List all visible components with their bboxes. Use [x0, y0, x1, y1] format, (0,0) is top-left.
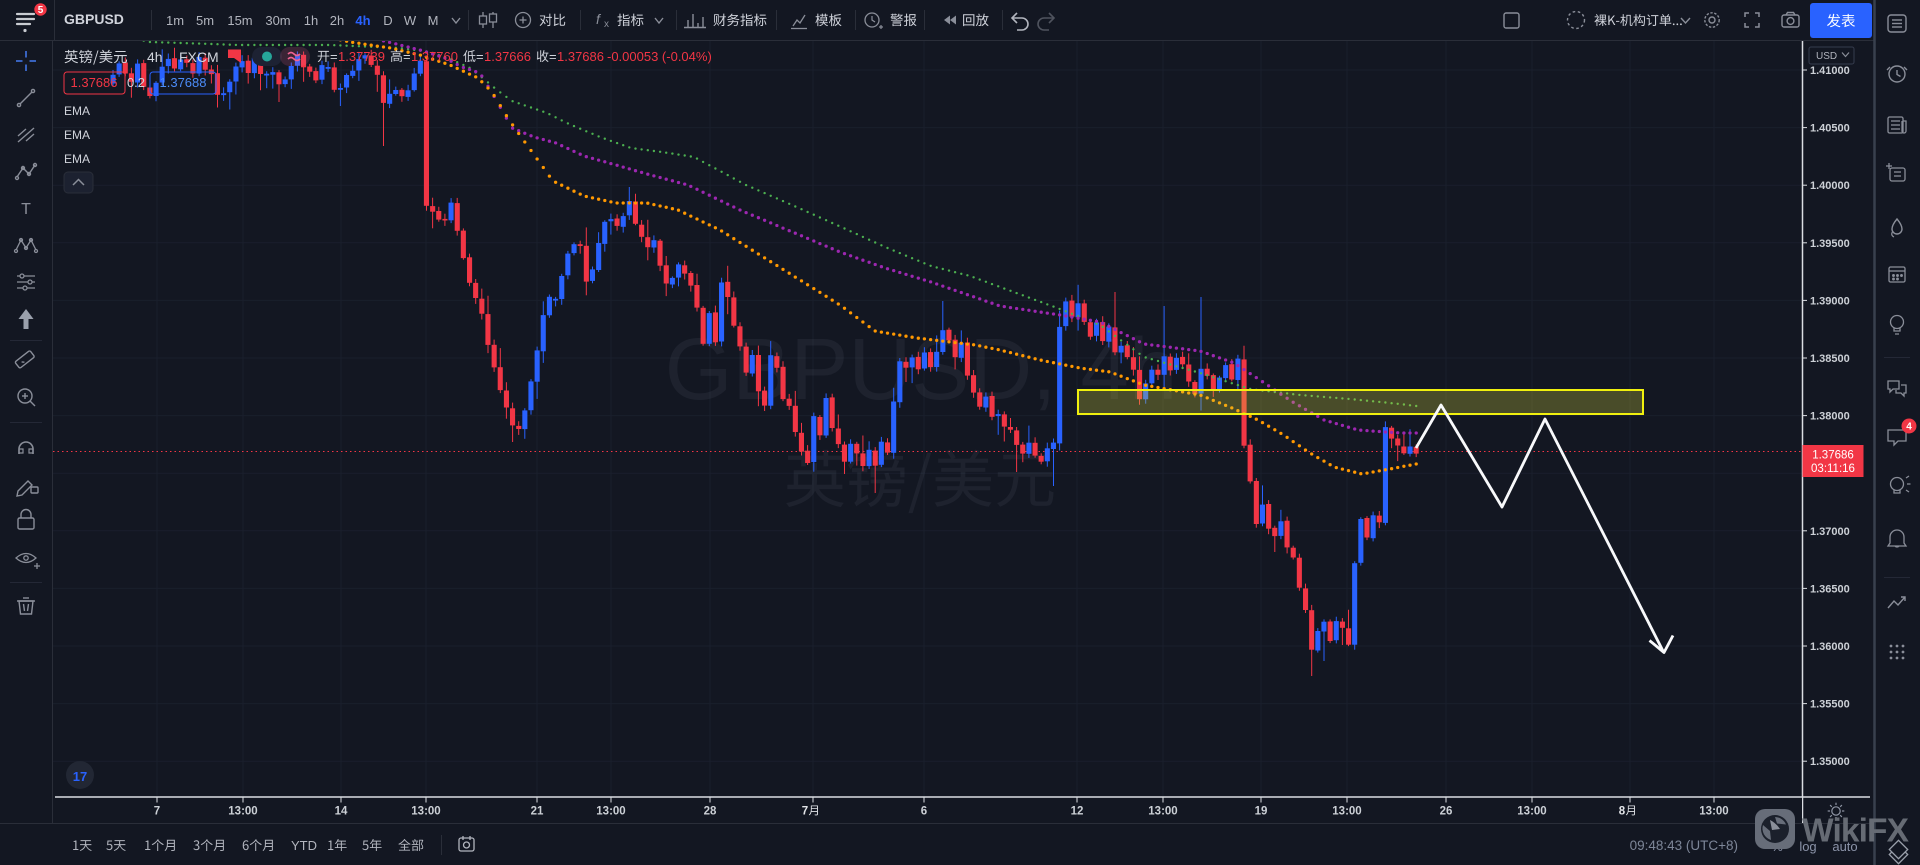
- svg-text:1.37760: 1.37760: [411, 49, 458, 64]
- svg-text:=: =: [476, 49, 484, 64]
- svg-text:21: 21: [531, 806, 544, 818]
- svg-text:13:00: 13:00: [411, 806, 440, 818]
- svg-text:13:00: 13:00: [1699, 806, 1728, 818]
- svg-text:log: log: [1799, 839, 1816, 854]
- svg-text:1.35000: 1.35000: [1810, 756, 1850, 768]
- svg-text:1.37686: 1.37686: [71, 75, 118, 90]
- svg-text:1.37688: 1.37688: [160, 75, 207, 90]
- svg-text:5m: 5m: [196, 13, 214, 28]
- svg-text:15m: 15m: [227, 13, 252, 28]
- svg-text:YTD: YTD: [291, 838, 317, 853]
- svg-text:03:11:16: 03:11:16: [1811, 463, 1855, 475]
- svg-text:1.38500: 1.38500: [1810, 353, 1850, 365]
- svg-text:1.41000: 1.41000: [1810, 65, 1850, 77]
- svg-text:7: 7: [154, 806, 160, 818]
- svg-text:7: 7: [802, 806, 808, 818]
- svg-text:FXCM: FXCM: [179, 49, 219, 65]
- svg-text:W: W: [404, 13, 417, 28]
- svg-text:4: 4: [1906, 422, 1912, 433]
- svg-text:-0.00053 (-0.04%): -0.00053 (-0.04%): [607, 49, 712, 64]
- svg-text:0.2: 0.2: [127, 75, 145, 90]
- svg-text:2h: 2h: [330, 13, 344, 28]
- svg-text:28: 28: [704, 806, 717, 818]
- svg-text:13:00: 13:00: [1517, 806, 1546, 818]
- svg-text:6: 6: [921, 806, 927, 818]
- svg-text:T: T: [21, 201, 31, 218]
- svg-text:4h: 4h: [355, 13, 370, 28]
- svg-text:1.37666: 1.37666: [484, 49, 531, 64]
- svg-text:=: =: [549, 49, 557, 64]
- svg-text:1.37000: 1.37000: [1810, 526, 1850, 538]
- svg-text:1.36500: 1.36500: [1810, 583, 1850, 595]
- svg-text:EMA: EMA: [64, 104, 90, 118]
- svg-text:1.38000: 1.38000: [1810, 411, 1850, 423]
- svg-text:WikiFX: WikiFX: [1802, 813, 1910, 850]
- svg-text:13:00: 13:00: [596, 806, 625, 818]
- svg-text:1.39000: 1.39000: [1810, 295, 1850, 307]
- svg-text:USD: USD: [1816, 51, 1837, 62]
- svg-text:13:00: 13:00: [1332, 806, 1361, 818]
- svg-text:x: x: [604, 19, 609, 30]
- svg-text:4h: 4h: [147, 49, 163, 65]
- svg-text:1.36000: 1.36000: [1810, 641, 1850, 653]
- svg-text:1.37686: 1.37686: [1812, 450, 1854, 462]
- svg-text:1.37686: 1.37686: [557, 49, 604, 64]
- svg-text:8: 8: [1619, 806, 1626, 818]
- svg-text:=: =: [330, 49, 338, 64]
- svg-text:14: 14: [335, 806, 348, 818]
- svg-text:1m: 1m: [166, 13, 184, 28]
- svg-text:D: D: [383, 13, 392, 28]
- svg-text:EMA: EMA: [64, 152, 90, 166]
- svg-text:30m: 30m: [265, 13, 290, 28]
- svg-text:1.40000: 1.40000: [1810, 180, 1850, 192]
- svg-text:f: f: [596, 11, 602, 27]
- svg-text:GBPUSD: GBPUSD: [64, 11, 124, 27]
- svg-text:auto: auto: [1832, 839, 1857, 854]
- svg-text:5: 5: [38, 5, 44, 16]
- svg-text:1.35500: 1.35500: [1810, 699, 1850, 711]
- svg-text:26: 26: [1440, 806, 1453, 818]
- svg-text:13:00: 13:00: [228, 806, 257, 818]
- svg-text:M: M: [428, 13, 439, 28]
- svg-text:1.37739: 1.37739: [338, 49, 385, 64]
- svg-text:13:00: 13:00: [1148, 806, 1177, 818]
- svg-text:12: 12: [1071, 806, 1084, 818]
- svg-text:1h: 1h: [304, 13, 318, 28]
- svg-text:19: 19: [1255, 806, 1268, 818]
- svg-text:09:48:43 (UTC+8): 09:48:43 (UTC+8): [1630, 838, 1738, 853]
- svg-text:1.40500: 1.40500: [1810, 123, 1850, 135]
- svg-text:=: =: [403, 49, 411, 64]
- svg-text:17: 17: [73, 769, 87, 784]
- svg-text:EMA: EMA: [64, 128, 90, 142]
- svg-text:1.39500: 1.39500: [1810, 238, 1850, 250]
